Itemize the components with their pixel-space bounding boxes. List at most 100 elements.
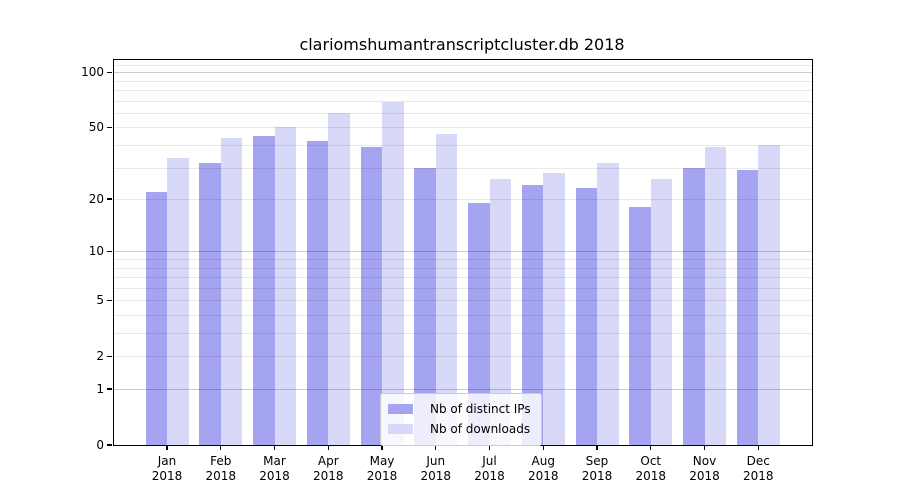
bar-downloads: [543, 172, 565, 445]
x-tick-mark: [488, 445, 491, 450]
y-tick-mark: [107, 126, 112, 128]
gridline-minor: [114, 300, 812, 302]
bar-downloads: [382, 101, 404, 445]
bar-distinct-ips: [253, 135, 275, 445]
x-tick-month: Feb: [210, 454, 232, 468]
chart-title: clariomshumantranscriptcluster.db 2018: [299, 35, 625, 54]
gridline-minor: [114, 314, 812, 316]
x-tick-mark: [703, 445, 706, 450]
x-tick-year: 2018: [527, 469, 559, 483]
x-tick-year: 2018: [420, 469, 452, 483]
x-tick-mark: [273, 445, 276, 450]
x-tick-year: 2018: [689, 469, 720, 483]
x-tick-month: Aug: [531, 454, 555, 468]
x-tick-month: Apr: [317, 454, 339, 468]
legend-entry-distinct-ips: Nb of distinct IPs: [388, 399, 531, 419]
x-tick-label: Jan 2018: [152, 454, 183, 484]
x-tick-year: 2018: [635, 469, 667, 483]
x-tick-label: May 2018: [367, 454, 398, 484]
bar-distinct-ips: [736, 170, 759, 445]
x-tick-mark: [381, 445, 383, 450]
y-tick-mark: [107, 198, 112, 200]
x-tick-month: Jun: [426, 454, 446, 468]
x-tick-mark: [435, 445, 437, 450]
x-tick-label: Apr 2018: [313, 454, 344, 484]
y-tick-mark: [107, 444, 112, 446]
y-tick-mark: [107, 299, 112, 301]
bar-downloads: [274, 127, 296, 445]
x-tick-mark: [327, 445, 329, 450]
legend: Nb of distinct IPs Nb of downloads: [380, 393, 542, 446]
plot-area: Nb of distinct IPs Nb of downloads 0 1 2 5 1…: [81, 59, 813, 483]
y-tick-label: 50: [88, 120, 104, 135]
bar-distinct-ips: [468, 203, 490, 445]
y-tick-label: 1: [96, 382, 104, 396]
bar-distinct-ips: [629, 207, 651, 445]
x-tick-year: 2018: [366, 469, 398, 483]
gridline-minor: [114, 267, 812, 269]
x-tick-month: Jan: [157, 454, 177, 468]
gridline-minor: [114, 64, 812, 66]
x-tick-label: Oct 2018: [635, 454, 666, 484]
x-tick-label: Nov 2018: [689, 454, 720, 484]
legend-label-distinct-ips: Nb of distinct IPs: [430, 402, 531, 416]
gridline-major: [114, 72, 812, 74]
gridline-minor: [114, 333, 812, 335]
x-tick-label: Mar 2018: [259, 454, 290, 484]
legend-swatch-distinct-ips-icon: [388, 404, 413, 414]
x-tick-mark: [542, 445, 544, 450]
gridline-minor: [114, 277, 812, 279]
x-tick-label: Feb 2018: [205, 454, 236, 484]
gridline-minor: [114, 90, 812, 92]
bar-downloads: [489, 178, 511, 445]
gridline-minor: [114, 287, 812, 289]
x-tick-year: 2018: [312, 469, 344, 483]
x-tick-label: Aug 2018: [528, 454, 559, 484]
gridline-minor: [114, 127, 812, 129]
bar-distinct-ips: [199, 162, 221, 445]
x-tick-label: Sep 2018: [582, 454, 613, 484]
y-tick-label: 10: [88, 244, 104, 259]
bar-distinct-ips: [306, 141, 329, 445]
x-tick-label: Dec 2018: [743, 454, 774, 484]
gridline-minor: [114, 112, 812, 114]
gridline-minor: [114, 356, 812, 358]
bar-downloads: [704, 147, 726, 445]
x-tick-month: Dec: [746, 454, 770, 468]
x-tick-year: 2018: [581, 469, 613, 483]
x-tick-mark: [166, 445, 168, 450]
gridline-minor: [114, 80, 812, 82]
bar-downloads: [597, 162, 619, 445]
x-tick-year: 2018: [205, 469, 237, 483]
bar-distinct-ips: [521, 184, 544, 445]
y-tick-mark: [107, 388, 112, 390]
y-tick-label: 20: [88, 192, 104, 207]
legend-entry-downloads: Nb of downloads: [388, 419, 531, 439]
bar-downloads: [167, 157, 189, 445]
x-tick-year: 2018: [474, 469, 505, 483]
x-tick-month: May: [369, 454, 395, 468]
x-tick-month: Jul: [482, 454, 497, 468]
bar-distinct-ips: [575, 188, 597, 445]
y-tick-label: 2: [96, 349, 104, 364]
bar-distinct-ips: [414, 167, 436, 445]
x-tick-label: Jun 2018: [420, 454, 451, 484]
gridline-minor: [114, 259, 812, 260]
y-tick-mark: [107, 355, 112, 357]
legend-label-downloads: Nb of downloads: [430, 422, 531, 436]
gridline-minor: [114, 100, 812, 102]
y-tick-label: 100: [81, 65, 104, 80]
bar-downloads: [758, 145, 780, 445]
y-tick-label: 5: [96, 293, 104, 308]
x-tick-year: 2018: [259, 469, 290, 483]
x-tick-mark: [757, 445, 759, 450]
gridline-minor: [114, 167, 812, 169]
x-tick-month: Mar: [263, 454, 286, 468]
x-tick-mark: [596, 445, 598, 450]
bar-distinct-ips: [683, 167, 705, 445]
gridline-major: [114, 251, 812, 253]
gridline-major: [114, 389, 812, 390]
x-tick-mark: [650, 445, 652, 450]
bar-downloads: [435, 133, 458, 445]
